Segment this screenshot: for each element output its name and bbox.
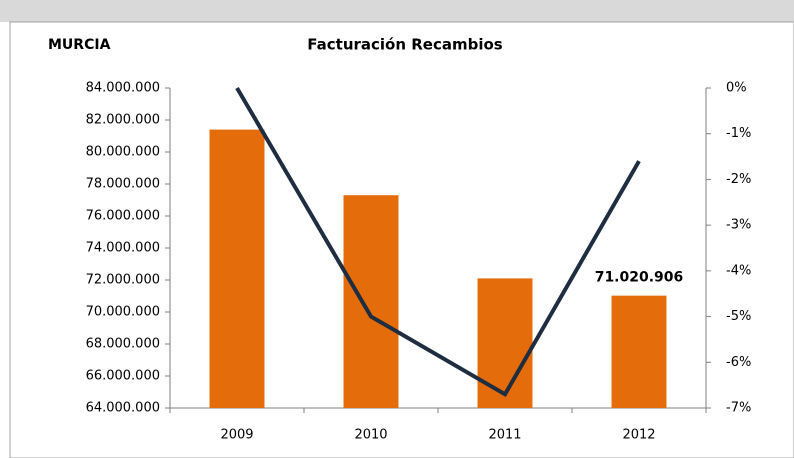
line — [235, 86, 641, 398]
y-tick-label: 84.000.000 — [86, 81, 160, 96]
y2-tick-label: -1% — [726, 126, 751, 141]
y2-tick-label: -3% — [726, 218, 751, 233]
y-tick-label: 78.000.000 — [86, 177, 160, 192]
y2-tick-label: -5% — [726, 309, 751, 324]
x-tick-label: 2009 — [220, 428, 253, 443]
y2-tick-label: -7% — [726, 401, 751, 416]
bar — [611, 295, 667, 408]
x-tick-label: 2011 — [488, 428, 521, 443]
bar — [343, 195, 399, 408]
y-tick-label: 80.000.000 — [86, 145, 160, 160]
y-tick-label: 68.000.000 — [86, 337, 160, 352]
x-tick-label: 2010 — [354, 428, 387, 443]
x-tick-label: 2012 — [622, 428, 655, 443]
y2-tick-label: -2% — [726, 172, 751, 187]
chart-subtitle: MURCIA — [48, 37, 111, 53]
y-tick-label: 66.000.000 — [86, 369, 160, 384]
y-tick-label: 82.000.000 — [86, 113, 160, 128]
chart-title: Facturación Recambios — [307, 36, 503, 54]
y-tick-label: 74.000.000 — [86, 241, 160, 256]
y2-tick-label: -6% — [726, 355, 751, 370]
bar — [209, 129, 265, 408]
bar — [477, 278, 533, 408]
y2-tick-label: 0% — [726, 81, 747, 96]
y-tick-label: 76.000.000 — [86, 209, 160, 224]
value-label: 71.020.906 — [595, 270, 684, 286]
y-tick-label: 64.000.000 — [86, 401, 160, 416]
y2-tick-label: -4% — [726, 263, 751, 278]
y-tick-label: 70.000.000 — [86, 305, 160, 320]
y-tick-label: 72.000.000 — [86, 273, 160, 288]
background-strip — [0, 0, 794, 22]
